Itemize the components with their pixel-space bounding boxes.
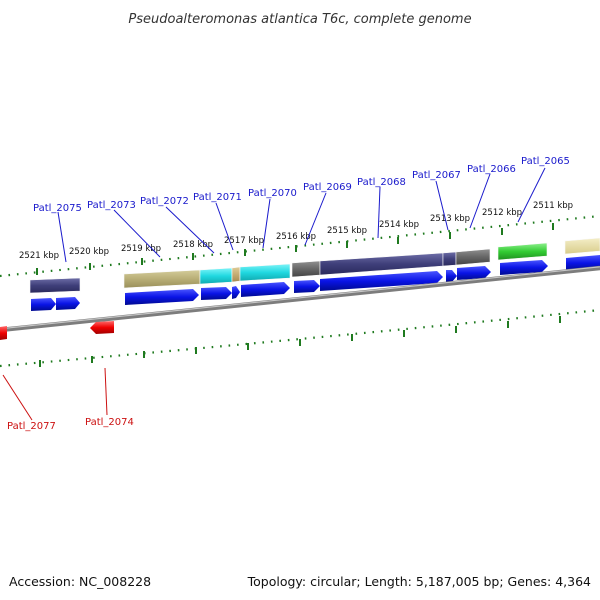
gene-label[interactable]: Patl_2065: [521, 156, 570, 167]
forward-gene-labels: Patl_2075 Patl_2073 Patl_2072 Patl_2071 …: [33, 156, 570, 214]
gene-label[interactable]: Patl_2077: [7, 421, 56, 432]
gene-arrow-forward[interactable]: [446, 270, 457, 282]
tick-label: 2521 kbp: [19, 251, 59, 261]
accession-text: Accession: NC_008228: [9, 574, 151, 589]
feature-bar[interactable]: [123, 269, 201, 289]
tick-label: 2514 kbp: [379, 220, 419, 230]
feature-bar[interactable]: [29, 277, 81, 294]
genome-backbone-highlight: [0, 266, 600, 330]
gene-label[interactable]: Patl_2075: [33, 203, 82, 214]
gene-arrow-forward[interactable]: [320, 271, 443, 291]
genome-summary-text: Topology: circular; Length: 5,187,005 bp…: [247, 574, 591, 589]
feature-bar[interactable]: [239, 263, 291, 282]
gene-label[interactable]: Patl_2073: [87, 200, 136, 211]
tick-label: 2520 kbp: [69, 247, 109, 257]
genome-backbone: [0, 265, 600, 333]
feature-bar[interactable]: [497, 242, 548, 261]
forward-label-leaders: [57, 167, 546, 263]
gene-arrow-forward[interactable]: [56, 297, 80, 310]
map-title: Pseudoalteromonas atlantica T6c, complet…: [128, 12, 471, 27]
tick-label: 2511 kbp: [533, 201, 573, 211]
gene-label[interactable]: Patl_2070: [248, 188, 297, 199]
reverse-tick-ruler: [0, 308, 600, 368]
gene-arrow-forward[interactable]: [201, 287, 232, 300]
feature-bar[interactable]: [199, 267, 233, 285]
forward-genes: [31, 255, 600, 311]
tick-label: 2515 kbp: [327, 226, 367, 236]
gene-label[interactable]: Patl_2067: [412, 170, 461, 181]
position-tick-labels: 2521 kbp 2520 kbp 2519 kbp 2518 kbp 2517…: [19, 201, 573, 261]
feature-bar[interactable]: [455, 248, 491, 266]
tick-label: 2518 kbp: [173, 240, 213, 250]
gene-label[interactable]: Patl_2072: [140, 196, 189, 207]
gene-arrow-forward[interactable]: [31, 298, 56, 311]
reverse-gene-labels: Patl_2077 Patl_2074: [7, 417, 134, 432]
feature-bar[interactable]: [442, 251, 457, 267]
forward-tick-ruler: [0, 214, 600, 278]
feature-bar[interactable]: [231, 266, 241, 283]
tick-label: 2513 kbp: [430, 214, 470, 224]
gene-arrow-forward[interactable]: [294, 280, 320, 293]
gene-arrow-forward[interactable]: [457, 266, 491, 280]
tick-label: 2516 kbp: [276, 232, 316, 242]
reverse-label-leaders: [2, 367, 108, 421]
tick-label: 2517 kbp: [224, 236, 264, 246]
gene-arrow-reverse[interactable]: [90, 321, 114, 334]
feature-bar[interactable]: [291, 260, 321, 278]
gene-label[interactable]: Patl_2071: [193, 192, 242, 203]
major-ticks: [36, 223, 561, 367]
tick-label: 2512 kbp: [482, 208, 522, 218]
gene-arrow-forward[interactable]: [125, 289, 199, 305]
feature-bar[interactable]: [319, 252, 444, 276]
gene-label[interactable]: Patl_2066: [467, 164, 516, 175]
gene-arrow-reverse[interactable]: [0, 326, 7, 340]
feature-bar[interactable]: [564, 237, 600, 255]
gene-arrow-forward[interactable]: [500, 260, 548, 275]
gene-label[interactable]: Patl_2068: [357, 177, 406, 188]
gene-label[interactable]: Patl_2069: [303, 182, 352, 193]
reverse-genes: [0, 321, 114, 340]
tick-label: 2519 kbp: [121, 244, 161, 254]
feature-track: [29, 237, 600, 294]
gene-label[interactable]: Patl_2074: [85, 417, 134, 428]
gene-arrow-forward[interactable]: [241, 282, 290, 297]
gene-arrow-forward[interactable]: [232, 286, 240, 299]
